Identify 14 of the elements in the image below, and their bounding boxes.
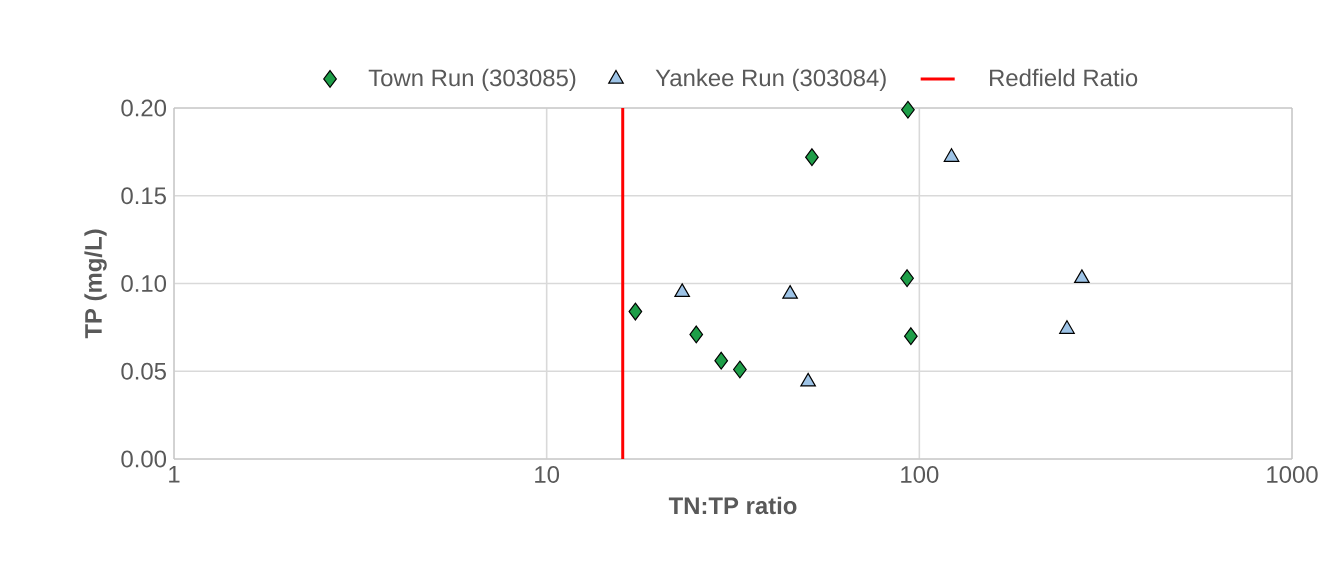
y-tick-label: 0.10 <box>121 275 167 292</box>
x-tick-label: 1000 <box>1267 466 1318 483</box>
y-tick-label: 0.05 <box>121 362 166 380</box>
legend-label: Town Run (303085) <box>368 68 576 92</box>
legend-label: Redfield Ratio <box>990 68 1138 87</box>
x-tick-label: 10 <box>535 466 560 483</box>
legend-label: Yankee Run (303084) <box>655 68 886 92</box>
y-tick-label: 0.00 <box>121 450 167 468</box>
x-axis-title: TN:TP ratio <box>668 496 797 515</box>
y-axis-title: TP (mg/L) <box>84 229 107 339</box>
x-tick-label: 100 <box>901 466 939 483</box>
y-tick-label: 0.20 <box>121 99 167 117</box>
x-tick-label: 1 <box>169 466 180 483</box>
y-tick-label: 0.15 <box>121 187 166 205</box>
